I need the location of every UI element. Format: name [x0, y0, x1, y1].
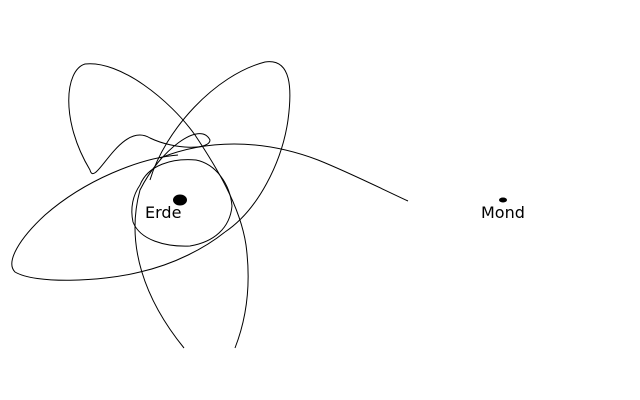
inner-orbit-loop — [131, 159, 233, 247]
upper-orbit-petal — [149, 61, 291, 233]
moon-label: Mond — [481, 203, 525, 222]
left-orbit-petal — [11, 154, 226, 281]
moon-marker — [499, 197, 507, 203]
translunar-path — [159, 143, 409, 202]
spacecraft-trajectory — [68, 63, 249, 349]
earth-marker — [173, 194, 187, 206]
earth-label: Erde — [145, 203, 182, 222]
